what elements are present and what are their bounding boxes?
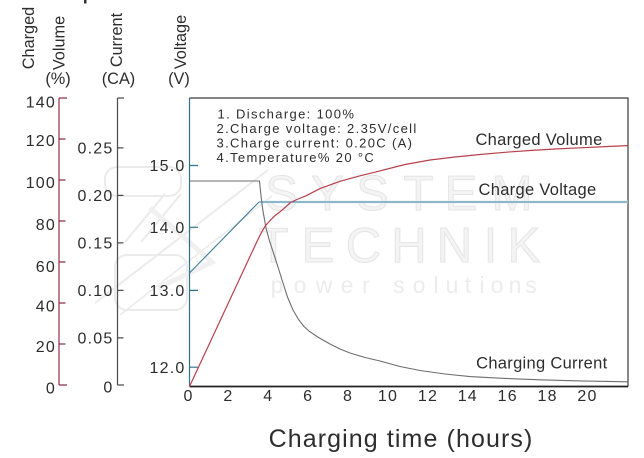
svg-text:20: 20 [577,388,597,405]
svg-text:w: w [315,272,333,298]
svg-text:0.25: 0.25 [78,141,114,158]
svg-text:Charging time (hours): Charging time (hours) [269,425,534,453]
svg-text:14: 14 [458,388,478,405]
svg-text:C: C [346,219,381,273]
svg-text:8: 8 [343,388,353,405]
svg-text:2: 2 [223,388,233,405]
svg-text:T: T [404,167,434,221]
svg-text:1. Discharge: 100%: 1. Discharge: 100% [218,107,356,122]
svg-text:e: e [341,272,354,298]
svg-text:i: i [479,272,484,298]
svg-text:s: s [525,272,537,298]
svg-text:0: 0 [183,388,193,405]
svg-text:60: 60 [36,259,56,276]
svg-text:16: 16 [498,388,518,405]
svg-text:3.Charge current: 0.20C (A): 3.Charge current: 0.20C (A) [217,135,414,150]
svg-text:80: 80 [36,217,56,234]
svg-text:140: 140 [26,95,56,112]
svg-text:Voltage: Voltage [172,15,190,69]
svg-text:(V): (V) [168,70,190,88]
svg-text:13.0: 13.0 [150,283,186,300]
svg-text:4: 4 [263,388,273,405]
svg-text:0.20: 0.20 [78,188,114,205]
svg-text:o: o [294,272,307,298]
svg-text:2.Charge voltage: 2.35V/cell: 2.Charge voltage: 2.35V/cell [217,121,418,136]
svg-text:E: E [445,167,478,221]
svg-text:s: s [393,272,405,298]
svg-text:12.0: 12.0 [150,360,186,377]
svg-text:18: 18 [537,388,557,405]
svg-text:40: 40 [36,299,56,316]
svg-text:0.10: 0.10 [78,283,114,300]
svg-text:N: N [437,219,472,273]
svg-text:t: t [465,272,472,298]
svg-text:Volume: Volume [51,16,69,70]
svg-text:6: 6 [303,388,313,405]
svg-text:o: o [491,272,504,298]
svg-text:T: T [259,219,289,273]
svg-text:Charge Voltage: Charge Voltage [479,181,597,199]
svg-text:n: n [509,272,522,298]
svg-text:S: S [265,167,298,221]
svg-text:Charging Current: Charging Current [476,355,607,373]
svg-text:p: p [271,272,284,298]
svg-text:K: K [508,219,541,273]
svg-text:0.05: 0.05 [78,331,114,348]
svg-text:0.15: 0.15 [78,236,114,253]
svg-text:4.Temperature% 20 °C: 4.Temperature% 20 °C [217,150,376,165]
svg-text:12: 12 [418,388,438,405]
svg-text:o: o [413,272,426,298]
svg-text:Y: Y [311,167,344,221]
svg-text:Current: Current [108,12,126,67]
svg-text:120: 120 [26,133,56,150]
svg-text:E: E [302,219,335,273]
svg-text:Charged Volume: Charged Volume [475,131,602,149]
svg-text:S: S [356,167,389,221]
svg-text:r: r [362,272,370,298]
svg-text:l: l [433,272,438,298]
svg-text:100: 100 [26,175,56,192]
svg-text:I: I [484,219,498,273]
svg-text:(%): (%) [45,70,70,88]
svg-text:20: 20 [36,339,56,356]
svg-text:10: 10 [378,388,398,405]
svg-text:15.0: 15.0 [150,158,186,175]
svg-text:u: u [446,272,459,298]
svg-text:H: H [391,219,426,273]
svg-text:14.0: 14.0 [150,220,186,237]
svg-text:0: 0 [46,381,56,398]
svg-text:(CA): (CA) [102,70,135,88]
svg-text:Charged: Charged [20,7,38,69]
svg-text:M: M [492,167,533,221]
svg-text:0: 0 [103,380,113,397]
